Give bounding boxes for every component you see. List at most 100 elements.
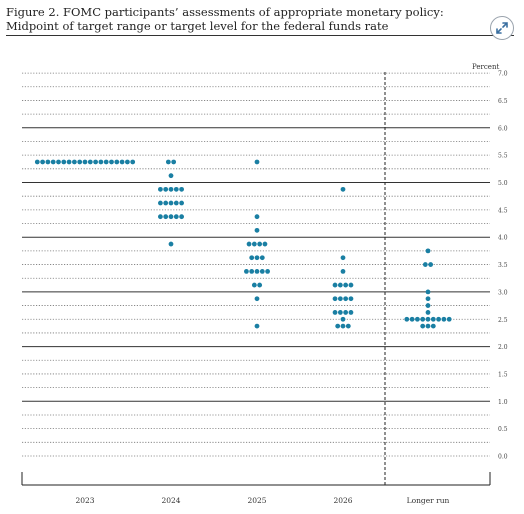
y-tick-label: 4.0 bbox=[498, 235, 508, 242]
participant-dot bbox=[179, 214, 185, 220]
participant-dot bbox=[168, 186, 174, 192]
participant-dot bbox=[265, 268, 270, 274]
participant-dot bbox=[179, 200, 185, 206]
figure-title: Figure 2. FOMC participants’ assessments… bbox=[6, 5, 444, 33]
participant-dot bbox=[425, 248, 431, 254]
participant-dot bbox=[425, 303, 431, 308]
participant-dot bbox=[40, 159, 45, 165]
participant-dot bbox=[425, 316, 431, 322]
participant-dot bbox=[337, 296, 343, 302]
expand-button[interactable] bbox=[490, 16, 514, 40]
participant-dot bbox=[246, 241, 252, 247]
participant-dot bbox=[72, 159, 77, 165]
x-category-label: 2025 bbox=[247, 496, 266, 505]
participant-dot bbox=[77, 159, 83, 165]
x-category-label: Longer run bbox=[407, 496, 450, 505]
participant-dot bbox=[87, 159, 93, 165]
y-tick-label: 5.5 bbox=[498, 153, 508, 160]
y-tick-label: 3.5 bbox=[498, 262, 508, 269]
participant-dot bbox=[343, 282, 349, 288]
y-tick-label: 1.0 bbox=[498, 399, 508, 406]
participant-dot bbox=[171, 159, 177, 165]
participant-dot bbox=[332, 282, 338, 288]
participant-dot bbox=[446, 316, 452, 322]
y-tick-label: 4.5 bbox=[498, 207, 508, 214]
participant-dot bbox=[56, 159, 61, 165]
participant-dot bbox=[345, 323, 351, 329]
y-tick-label: 7.0 bbox=[498, 71, 508, 78]
participant-dot bbox=[168, 241, 174, 247]
participant-dot bbox=[425, 289, 431, 295]
participant-dot bbox=[332, 296, 338, 302]
participant-dot bbox=[168, 214, 174, 220]
x-category-label: 2026 bbox=[333, 496, 352, 505]
participant-dot bbox=[420, 316, 426, 322]
participant-dot bbox=[254, 323, 260, 329]
participant-dot bbox=[165, 159, 171, 165]
participant-dot bbox=[249, 268, 255, 274]
participant-dot bbox=[340, 323, 346, 329]
participant-dot bbox=[254, 159, 260, 165]
participant-dot bbox=[173, 186, 179, 192]
participant-dot bbox=[343, 310, 349, 315]
y-tick-label: 5.0 bbox=[498, 180, 508, 187]
participant-dot bbox=[425, 296, 431, 302]
participant-dot bbox=[158, 200, 163, 206]
participant-dot bbox=[34, 159, 40, 165]
y-axis-label: Percent bbox=[472, 63, 499, 71]
participant-dot bbox=[251, 241, 257, 247]
participant-dot bbox=[103, 159, 109, 165]
participant-dot bbox=[259, 255, 265, 261]
participant-dot bbox=[404, 316, 410, 322]
participant-dot bbox=[425, 323, 431, 329]
participant-dot bbox=[415, 316, 420, 322]
participant-dot bbox=[254, 255, 260, 261]
participant-dot bbox=[430, 323, 436, 329]
participant-dot bbox=[348, 282, 354, 288]
participant-dot bbox=[82, 159, 88, 165]
participant-dot bbox=[425, 310, 431, 315]
participant-dot bbox=[130, 159, 136, 165]
participant-dot bbox=[340, 255, 346, 261]
participant-dot bbox=[259, 268, 265, 274]
x-category-label: 2023 bbox=[75, 496, 94, 505]
title-divider bbox=[6, 35, 514, 36]
participant-dot bbox=[409, 316, 415, 322]
participant-dot bbox=[343, 296, 349, 302]
participant-dot bbox=[436, 316, 441, 322]
participant-dot bbox=[441, 316, 447, 322]
participant-dot bbox=[428, 262, 434, 267]
participant-dot bbox=[422, 262, 428, 267]
participant-dot bbox=[173, 200, 179, 206]
participant-dot bbox=[168, 173, 174, 179]
participant-dot bbox=[332, 310, 338, 315]
participant-dot bbox=[168, 200, 174, 206]
participant-dot bbox=[337, 310, 343, 315]
participant-dot bbox=[125, 159, 130, 165]
participant-dot bbox=[173, 214, 179, 220]
participant-dot bbox=[66, 159, 72, 165]
participant-dot bbox=[335, 323, 341, 329]
participant-dot bbox=[430, 316, 436, 322]
participant-dot bbox=[163, 200, 169, 206]
y-tick-label: 3.0 bbox=[498, 289, 508, 296]
participant-dot bbox=[119, 159, 125, 165]
participant-dot bbox=[163, 214, 169, 220]
participant-dot bbox=[109, 159, 114, 165]
participant-dot bbox=[348, 296, 354, 302]
y-tick-label: 0.0 bbox=[498, 454, 508, 461]
participant-dot bbox=[251, 282, 257, 288]
participant-dot bbox=[163, 186, 169, 192]
participant-dot bbox=[158, 186, 163, 192]
participant-dot bbox=[348, 310, 354, 315]
participant-dot bbox=[257, 241, 263, 247]
participant-dot bbox=[45, 159, 51, 165]
participant-dot bbox=[244, 268, 249, 274]
y-tick-label: 6.5 bbox=[498, 98, 508, 105]
y-tick-label: 1.5 bbox=[498, 371, 508, 378]
participant-dot bbox=[254, 268, 260, 274]
y-tick-label: 2.5 bbox=[498, 317, 508, 324]
participant-dot bbox=[114, 159, 120, 165]
participant-dot bbox=[257, 282, 263, 288]
